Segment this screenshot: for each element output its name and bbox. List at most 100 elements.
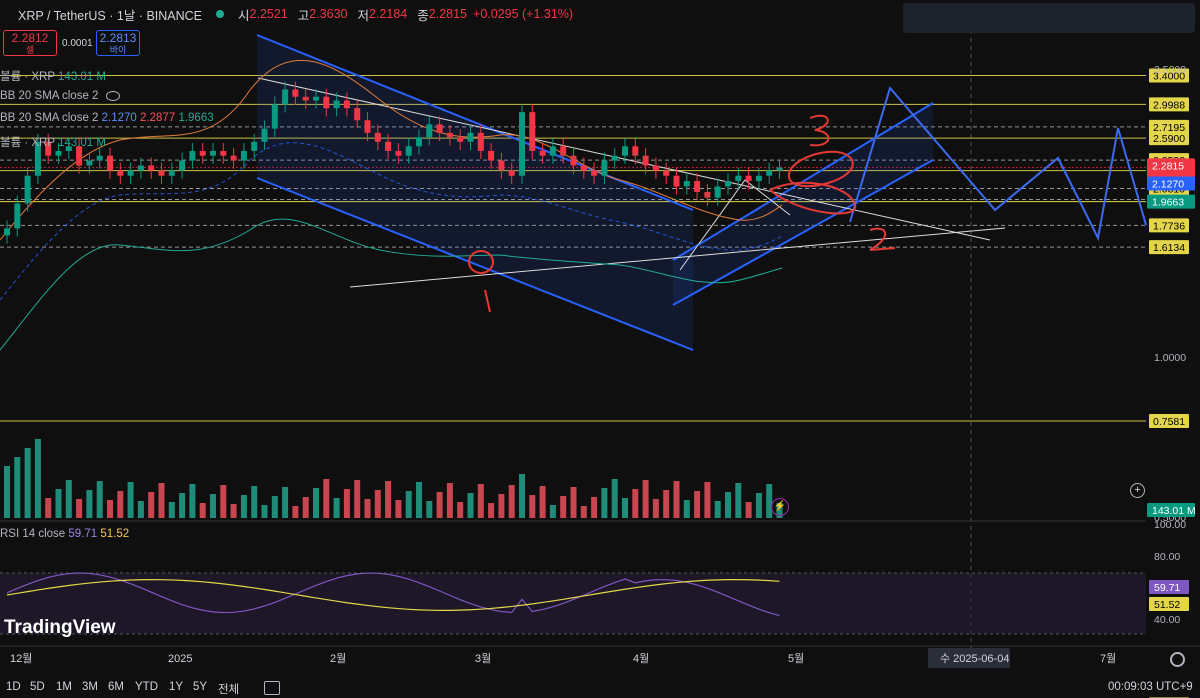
timeframe-all[interactable]: 전체 (218, 684, 240, 696)
clock[interactable]: 00:09:03 UTC+9 (1108, 681, 1193, 693)
candle-body (549, 146, 556, 156)
candle-body (127, 170, 134, 176)
volume-bar (632, 489, 639, 518)
candle-body (137, 165, 144, 171)
lightning-icon[interactable]: ⚡ (771, 498, 789, 516)
volume-bar (570, 487, 577, 518)
hidden-eye-icon[interactable] (106, 90, 121, 101)
volume-bar (333, 498, 340, 518)
candle-body (76, 146, 83, 166)
rsi-badge-text-0: 59.71 (1154, 582, 1180, 594)
volume-bar (34, 439, 41, 518)
rsi-ma-value: 51.52 (100, 528, 130, 540)
candle-body (65, 146, 72, 151)
spread-value: 0.0001 (62, 38, 93, 49)
bb-basis (0, 142, 783, 301)
volume-legend-2[interactable]: 볼륨 · XRP 143.01 M (0, 134, 106, 150)
axis-badge-1 (1147, 158, 1195, 173)
level-badge-text-2: 2.7195 (1153, 122, 1185, 134)
volume-bar (179, 493, 186, 518)
candle-body (282, 89, 289, 105)
timeframe-1m[interactable]: 1M (56, 681, 72, 693)
calendar-icon[interactable] (264, 681, 280, 695)
volume-bar (86, 490, 93, 518)
volume-bar (436, 492, 443, 518)
price-tick-0: 3.5000 (1154, 64, 1186, 76)
triangle-lines (679, 179, 791, 271)
volume-bar (683, 500, 690, 518)
drawing-toolbar[interactable] (903, 3, 1195, 33)
volume-bar (240, 495, 247, 518)
sell-button[interactable]: 2.2812 셀 (3, 30, 57, 56)
rsi-badge-text-1: 51.52 (1154, 599, 1180, 611)
level-badge-text-3: 2.5900 (1153, 133, 1185, 145)
volume-bar (96, 481, 103, 518)
candle-body (220, 150, 227, 156)
volume-bar (55, 489, 62, 518)
candle-body (591, 170, 598, 176)
volume-bar (663, 490, 670, 518)
ascending-channel-fill (673, 103, 933, 305)
candle-body (622, 146, 628, 156)
candle-body (86, 160, 93, 166)
rsi-legend[interactable]: RSI 14 close 59.71 51.52 (0, 528, 129, 540)
level-badge-3 (1149, 131, 1189, 146)
volume-bar (374, 490, 381, 518)
close-value: 2.2815 (428, 7, 468, 21)
volume-bar (117, 491, 124, 518)
volume-bar (766, 484, 773, 518)
timeframe-1y[interactable]: 1Y (169, 681, 184, 693)
time-label-5: 5월 (788, 652, 804, 665)
volume-bar (694, 491, 701, 518)
candle-body (302, 96, 309, 101)
descending-channel-fill (257, 35, 693, 350)
candle-body (230, 155, 237, 161)
timeframe-5d[interactable]: 5D (30, 681, 45, 693)
timeframe-5y[interactable]: 5Y (193, 681, 208, 693)
bb-basis-value: 2.1270 (101, 112, 137, 124)
close-label: 종 (417, 8, 429, 23)
candle-body (210, 150, 216, 156)
volume-bar (107, 500, 113, 518)
rsi-badge-1 (1149, 597, 1189, 611)
candle-body (251, 141, 258, 151)
timeframe-ytd[interactable]: YTD (135, 681, 158, 693)
volume-bar (714, 501, 721, 518)
buy-button[interactable]: 2.2813 바이 (96, 30, 140, 56)
open-value: 2.2521 (249, 7, 288, 21)
time-label-7: 7월 (1100, 652, 1116, 665)
volume-bar (76, 499, 83, 518)
gear-icon[interactable] (1170, 652, 1185, 667)
timeframe-6m[interactable]: 6M (108, 681, 124, 693)
candle-body (755, 175, 762, 182)
level-badge-0 (1149, 68, 1189, 83)
volume-bar (395, 500, 402, 518)
rsi-tick-0: 100.00 (1154, 519, 1186, 531)
level-badge-text-0: 3.4000 (1153, 71, 1185, 83)
annotation-mark-3 (809, 114, 830, 147)
candle-body (158, 170, 165, 176)
candle-body (374, 132, 381, 142)
high-label: 고 (297, 8, 310, 23)
time-label-3: 3월 (475, 652, 491, 665)
candle-body (34, 141, 41, 176)
bb-lower-band (0, 218, 783, 351)
volume-label: 볼륨 · XRP (0, 71, 55, 83)
low-value: 2.2184 (369, 7, 408, 21)
projection-path (849, 85, 1147, 242)
add-alert-plus-icon[interactable]: + (1130, 483, 1145, 498)
volume-bar (313, 488, 319, 518)
symbol-title[interactable]: XRP / TetherUS · 1날 · BINANCE (18, 8, 203, 23)
volume-bar (488, 503, 495, 518)
volume-legend-1[interactable]: 볼륨 · XRP 143.01 M (0, 68, 106, 84)
bb-legend-1[interactable]: BB 20 SMA close 2 (0, 90, 121, 102)
volume-bar (416, 482, 422, 518)
timeframe-1d[interactable]: 1D (6, 681, 21, 693)
timeframe-3m[interactable]: 3M (82, 681, 98, 693)
rsi-band (0, 573, 1146, 634)
candle-body (261, 128, 268, 142)
axis-badge-5 (1147, 503, 1195, 517)
bb-legend-2[interactable]: BB 20 SMA close 2 2.1270 2.2877 1.9663 (0, 112, 214, 124)
candle-body (292, 89, 299, 97)
